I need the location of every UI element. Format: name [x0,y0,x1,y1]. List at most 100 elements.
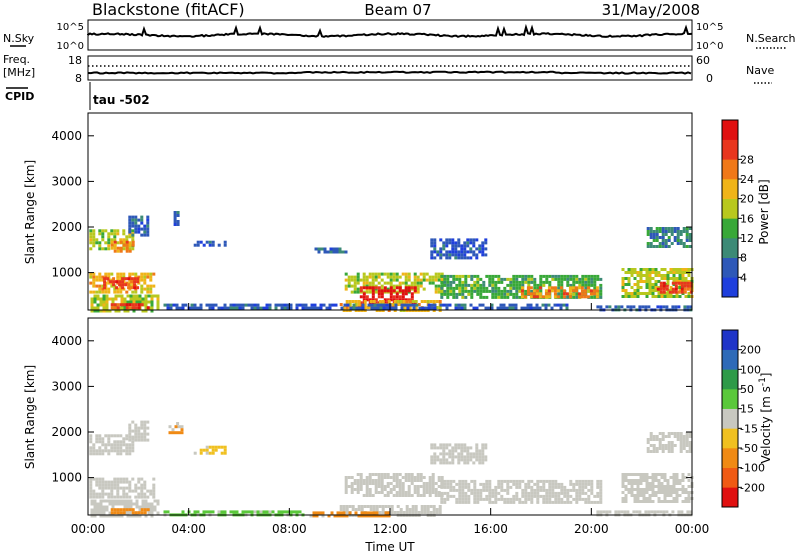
data-cell [566,500,570,504]
data-cell [578,497,582,501]
data-cell [395,479,399,482]
data-cell [362,292,366,296]
data-cell [627,473,631,476]
data-cell [654,473,658,476]
data-cell [624,277,628,280]
data-cell [104,247,108,251]
data-cell [336,514,340,518]
data-cell [527,479,531,483]
data-cell [98,287,102,291]
data-cell [533,494,537,498]
data-cell [687,494,691,497]
data-cell [503,292,507,296]
data-cell [277,510,281,514]
data-cell [407,494,411,497]
data-cell [494,274,498,278]
data-cell [390,303,394,306]
data-cell [247,303,251,307]
data-cell [217,306,221,310]
data-cell [639,488,643,491]
data-cell [657,488,661,491]
data-cell [359,301,363,305]
data-cell [627,283,631,286]
data-cell [674,290,678,294]
data-cell [92,281,96,285]
data-cell [639,494,643,497]
data-cell [433,238,437,242]
data-cell [651,283,655,286]
data-cell [439,452,443,456]
data-cell [117,499,121,503]
data-cell [536,494,540,498]
data-cell [446,295,450,299]
data-cell [389,298,393,302]
data-cell [128,218,132,222]
data-cell [107,437,111,441]
data-cell [398,295,402,299]
data-cell [166,306,170,310]
data-cell [405,508,409,511]
data-cell [107,275,111,279]
data-cell [596,500,600,504]
data-cell [150,511,154,515]
data-cell [679,239,683,242]
data-cell [362,494,366,497]
data-cell [636,491,640,494]
data-cell [536,482,540,486]
data-cell [202,448,206,452]
data-cell [521,500,525,504]
data-cell [460,455,464,459]
data-cell [129,505,133,509]
data-cell [386,491,390,494]
data-cell [428,485,432,488]
data-cell [545,491,549,495]
data-cell [241,306,245,310]
data-cell [149,290,153,294]
data-cell [149,492,153,496]
data-cell [128,227,132,231]
data-cell [113,249,117,253]
data-cell [621,286,625,289]
data-cell [636,485,640,488]
data-cell [666,277,670,280]
data-cell [547,286,551,290]
data-cell [449,485,453,489]
data-cell [378,505,382,508]
data-cell [359,473,363,476]
data-cell [143,287,147,291]
data-cell [110,246,114,250]
data-cell [502,303,506,307]
data-cell [92,495,96,499]
data-cell [506,289,510,293]
data-cell [419,479,423,482]
data-cell [107,452,111,456]
data-cell [202,243,206,247]
data-cell [223,303,227,307]
data-cell [298,303,302,307]
data-cell [454,455,458,459]
data-cell [101,229,105,233]
data-cell [143,511,147,515]
data-cell [633,271,637,274]
data-cell [394,303,398,307]
data-cell [639,292,643,295]
data-cell [590,283,594,287]
data-cell [524,494,528,498]
data-cell [378,511,382,514]
data-cell [497,479,501,483]
data-cell [464,491,468,495]
data-cell [544,289,548,293]
noise-sky-label: N.Sky [3,32,35,45]
data-cell [506,479,510,483]
data-cell [514,306,518,310]
data-cell [392,284,396,288]
x-tick-label: 04:00 [171,522,206,536]
data-cell [407,284,411,288]
data-cell [383,272,387,276]
data-cell [104,434,108,438]
data-cell [96,306,100,310]
data-cell [506,500,510,504]
data-cell [356,473,360,476]
data-cell [437,287,441,291]
data-cell [126,511,130,515]
